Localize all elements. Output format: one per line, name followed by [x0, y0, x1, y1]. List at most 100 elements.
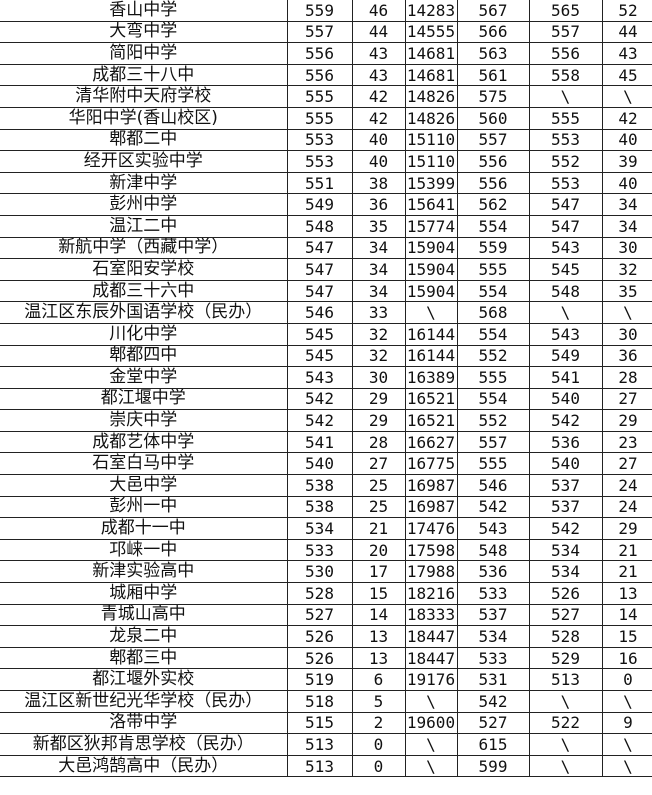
col-5-cell: 553: [528, 171, 603, 195]
score-cell: 541: [286, 430, 353, 454]
col-6-cell: 34: [601, 214, 652, 238]
rank-cell: 16389: [404, 366, 458, 389]
school-name-cell: 成都十一中: [0, 517, 288, 540]
col-5-cell: 543: [528, 322, 603, 346]
score-diff-cell: 20: [351, 538, 406, 562]
col-5-cell: 534: [528, 560, 603, 584]
score-cell: 556: [286, 42, 353, 65]
score-cell: 528: [286, 582, 353, 605]
col-6-cell: 24: [601, 474, 652, 497]
score-diff-cell: 40: [351, 128, 406, 152]
col-4-cell: 556: [456, 150, 530, 173]
col-4-cell: 536: [456, 560, 530, 584]
col-4-cell: 615: [456, 733, 530, 756]
col-4-cell: 534: [456, 625, 530, 648]
school-name-cell: 温江二中: [0, 214, 288, 238]
school-name-cell: 温江区东辰外国语学校（民办）: [0, 301, 288, 324]
score-cell: 538: [286, 474, 353, 497]
school-name-cell: 石室白马中学: [0, 452, 288, 476]
score-diff-cell: 32: [351, 344, 406, 368]
school-name-cell: 成都艺体中学: [0, 430, 288, 454]
score-cell: 547: [286, 279, 353, 303]
table-row: 洛带中学 515 2 19600 527 522 9: [0, 711, 652, 735]
score-diff-cell: 6: [351, 668, 406, 691]
col-6-cell: 42: [601, 106, 652, 130]
rank-cell: 18447: [404, 646, 458, 670]
col-6-cell: 40: [601, 128, 652, 152]
score-diff-cell: 13: [351, 646, 406, 670]
col-5-cell: 537: [528, 474, 603, 497]
rank-cell: 15399: [404, 171, 458, 195]
school-name-cell: 大邑鸿鹄高中（民办）: [0, 754, 288, 778]
col-6-cell: 29: [601, 517, 652, 540]
score-cell: 555: [286, 85, 353, 108]
col-6-cell: 29: [601, 409, 652, 432]
rank-cell: 19176: [404, 668, 458, 691]
score-diff-cell: 30: [351, 366, 406, 389]
school-name-cell: 新航中学（西藏中学）: [0, 236, 288, 260]
col-5-cell: 534: [528, 538, 603, 562]
rank-cell: 17476: [404, 517, 458, 540]
rank-cell: 17988: [404, 560, 458, 584]
score-cell: 540: [286, 452, 353, 476]
col-6-cell: 9: [601, 711, 652, 735]
score-cell: 551: [286, 171, 353, 195]
table-row: 郫都四中 545 32 16144 552 549 36: [0, 344, 652, 368]
col-5-cell: \: [528, 754, 603, 778]
col-6-cell: 43: [601, 42, 652, 65]
col-5-cell: \: [528, 301, 603, 324]
col-5-cell: 557: [528, 20, 603, 44]
score-cell: 546: [286, 301, 353, 324]
col-4-cell: 562: [456, 193, 530, 216]
score-diff-cell: 34: [351, 279, 406, 303]
rank-cell: 15774: [404, 214, 458, 238]
school-name-cell: 华阳中学(香山校区): [0, 106, 288, 130]
score-diff-cell: 46: [351, 0, 406, 22]
col-6-cell: 14: [601, 603, 652, 627]
col-4-cell: 563: [456, 42, 530, 65]
col-4-cell: 566: [456, 20, 530, 44]
col-4-cell: 552: [456, 409, 530, 432]
score-diff-cell: 38: [351, 171, 406, 195]
rank-cell: 15110: [404, 150, 458, 173]
table-row: 成都三十八中 556 43 14681 561 558 45: [0, 63, 652, 87]
col-6-cell: 13: [601, 582, 652, 605]
col-4-cell: 531: [456, 668, 530, 691]
school-name-cell: 大弯中学: [0, 20, 288, 44]
col-5-cell: 537: [528, 495, 603, 519]
col-4-cell: 599: [456, 754, 530, 778]
col-5-cell: 542: [528, 409, 603, 432]
col-5-cell: 545: [528, 258, 603, 281]
col-5-cell: 543: [528, 236, 603, 260]
table-row: 郫都二中 553 40 15110 557 553 40: [0, 128, 652, 152]
rank-cell: 14681: [404, 42, 458, 65]
score-diff-cell: 34: [351, 236, 406, 260]
table-row: 新津中学 551 38 15399 556 553 40: [0, 171, 652, 195]
score-cell: 533: [286, 538, 353, 562]
col-5-cell: 526: [528, 582, 603, 605]
school-name-cell: 石室阳安学校: [0, 258, 288, 281]
school-name-cell: 大邑中学: [0, 474, 288, 497]
rank-cell: 15904: [404, 258, 458, 281]
score-diff-cell: 33: [351, 301, 406, 324]
col-4-cell: 556: [456, 171, 530, 195]
rank-cell: \: [404, 754, 458, 778]
rank-cell: 16775: [404, 452, 458, 476]
col-5-cell: 541: [528, 366, 603, 389]
rank-cell: 17598: [404, 538, 458, 562]
score-diff-cell: 5: [351, 690, 406, 713]
rank-cell: 16144: [404, 344, 458, 368]
col-4-cell: 546: [456, 474, 530, 497]
rank-cell: 16521: [404, 409, 458, 432]
rank-cell: 14826: [404, 106, 458, 130]
score-diff-cell: 36: [351, 193, 406, 216]
school-name-cell: 简阳中学: [0, 42, 288, 65]
school-name-cell: 彭州中学: [0, 193, 288, 216]
col-4-cell: 548: [456, 538, 530, 562]
table-row: 大邑鸿鹄高中（民办） 513 0 \ 599 \ \: [0, 754, 652, 778]
col-4-cell: 555: [456, 258, 530, 281]
table-row: 石室阳安学校 547 34 15904 555 545 32: [0, 258, 652, 281]
col-6-cell: 35: [601, 279, 652, 303]
rank-cell: 18333: [404, 603, 458, 627]
school-name-cell: 彭州一中: [0, 495, 288, 519]
